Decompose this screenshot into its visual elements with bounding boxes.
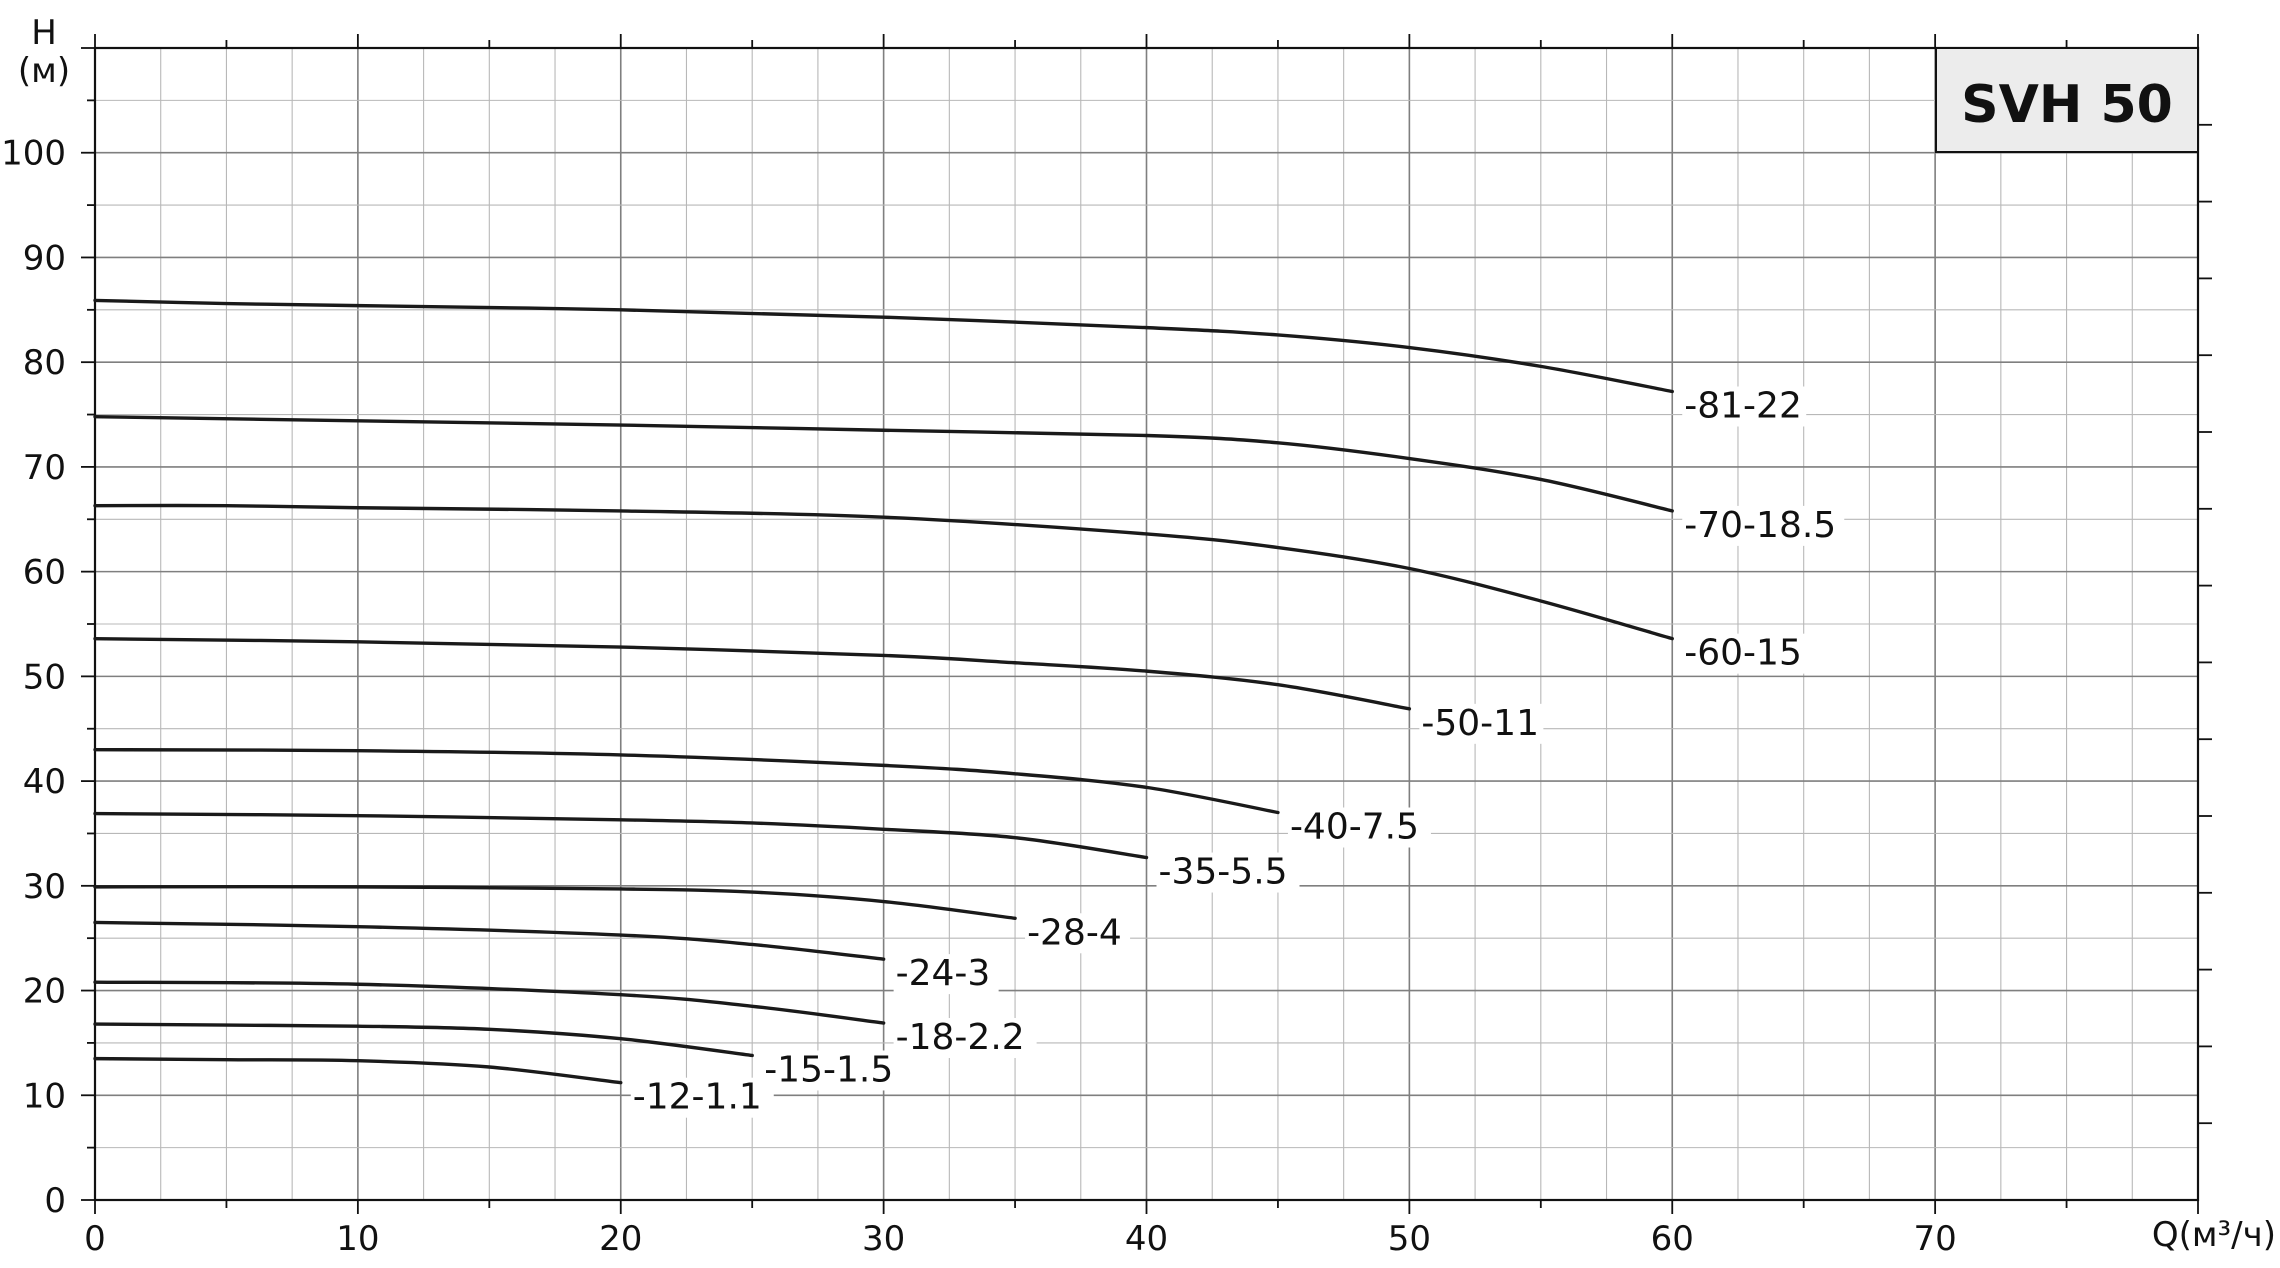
y-tick-label: 50 xyxy=(23,657,66,697)
x-tick-label: 70 xyxy=(1913,1219,1956,1259)
series-label-background xyxy=(1025,913,1131,954)
y-axis-unit: (м) xyxy=(18,51,70,91)
series-label-background xyxy=(1419,703,1544,744)
y-tick-label: 70 xyxy=(23,448,66,488)
series-line-8 xyxy=(93,920,886,961)
y-tick-label: 30 xyxy=(23,867,66,907)
series-label-background xyxy=(1287,807,1431,848)
series-label-background xyxy=(1682,505,1845,546)
series-line-1 xyxy=(93,298,1674,394)
y-tick-label: 40 xyxy=(23,762,66,802)
series-layer xyxy=(93,298,1674,1085)
series-label-background xyxy=(630,1077,774,1118)
y-tick-label: 10 xyxy=(23,1076,66,1116)
y-tick-label: 20 xyxy=(23,972,66,1012)
series-line-6 xyxy=(93,811,1149,860)
y-tick-label: 100 xyxy=(1,134,66,174)
x-tick-label: 50 xyxy=(1388,1219,1431,1259)
series-line-10 xyxy=(93,1022,754,1058)
title-box: SVH 50 xyxy=(1935,47,2199,153)
series-line-7 xyxy=(93,885,1017,920)
tick-layer: 0 10 20 30 40 50 60 70 0 10 20 30 40 50 60 70 80 90 100 xyxy=(1,34,2212,1259)
series-label-layer: -81-22 -70-18.5 -60-15 -50-11 -40-7.5-35-5.5… xyxy=(630,386,1845,1118)
series-label-background xyxy=(893,1018,1037,1059)
series-label-11: -12-1.1 xyxy=(633,1077,762,1118)
title-box-frame xyxy=(1935,47,2199,153)
grid-layer xyxy=(94,47,2199,1201)
series-label-4: -50-11 xyxy=(1421,703,1539,744)
series-label-8: -24-3 xyxy=(896,953,991,994)
series-line-4 xyxy=(93,636,1412,711)
x-tick-label: 20 xyxy=(599,1219,642,1259)
series-label-background xyxy=(762,1050,906,1091)
chart-title: SVH 50 xyxy=(1961,75,2173,135)
series-label-3: -60-15 xyxy=(1684,633,1802,674)
x-tick-label: 0 xyxy=(84,1219,106,1259)
y-tick-label: 0 xyxy=(44,1181,66,1221)
x-tick-label: 60 xyxy=(1651,1219,1694,1259)
y-tick-label: 60 xyxy=(23,553,66,593)
x-tick-label: 10 xyxy=(336,1219,379,1259)
series-label-background xyxy=(1682,633,1807,674)
series-label-2: -70-18.5 xyxy=(1684,505,1836,546)
series-line-5 xyxy=(93,747,1280,815)
series-label-1: -81-22 xyxy=(1684,386,1802,427)
series-label-background xyxy=(893,954,999,995)
series-line-3 xyxy=(93,503,1674,641)
series-label-background xyxy=(1682,386,1807,427)
series-label-5: -40-7.5 xyxy=(1290,807,1419,848)
series-label-9: -18-2.2 xyxy=(896,1017,1025,1058)
y-tick-label: 90 xyxy=(23,238,66,278)
series-line-2 xyxy=(93,414,1674,513)
series-line-11 xyxy=(93,1056,623,1085)
series-line-9 xyxy=(93,980,886,1025)
y-tick-label: 80 xyxy=(23,343,66,383)
series-label-7: -28-4 xyxy=(1027,912,1122,953)
series-label-6: -35-5.5 xyxy=(1159,852,1288,893)
series-label-10: -15-1.5 xyxy=(764,1049,893,1090)
x-tick-label: 30 xyxy=(862,1219,905,1259)
series-label-background xyxy=(1156,852,1300,893)
y-axis-title: H xyxy=(31,13,57,53)
x-tick-label: 40 xyxy=(1125,1219,1168,1259)
x-axis-title: Q(м³/ч) xyxy=(2152,1215,2276,1255)
